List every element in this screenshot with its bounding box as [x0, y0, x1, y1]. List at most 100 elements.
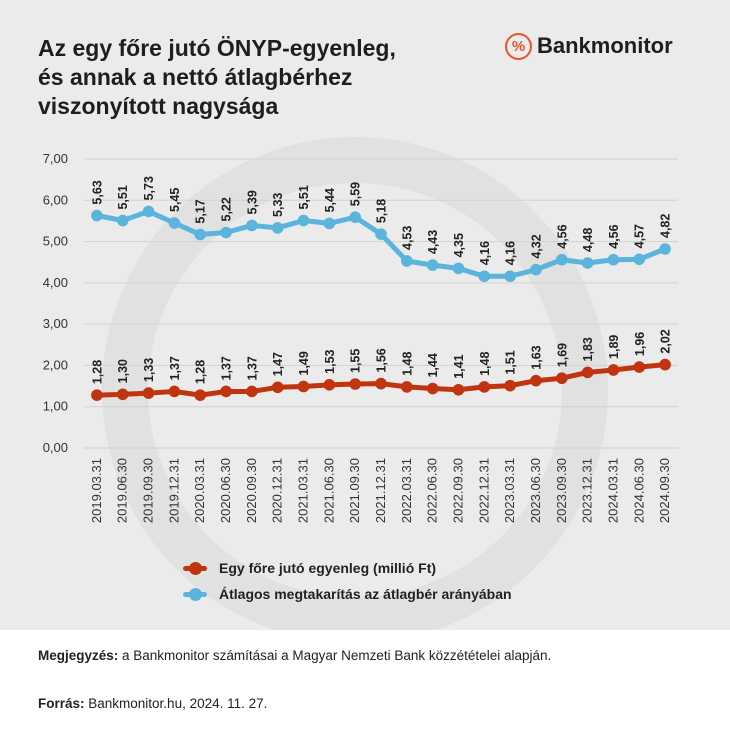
data-label: 5,39: [245, 190, 259, 214]
data-point: [581, 257, 594, 269]
x-tick-label: 2022.03.31: [399, 458, 414, 523]
footer-source: Forrás: Bankmonitor.hu, 2024. 11. 27.: [38, 696, 267, 711]
data-point: [530, 374, 542, 387]
data-point: [271, 381, 284, 394]
data-point: [375, 377, 387, 390]
x-tick-label: 2020.12.31: [270, 458, 285, 523]
data-label: 4,56: [607, 224, 621, 248]
data-label: 1,41: [452, 354, 466, 378]
legend-swatch-red: [183, 561, 207, 575]
legend-item-ratio: Átlagos megtakarítás az átlagbér arányáb…: [183, 581, 512, 607]
data-point: [91, 389, 103, 401]
chart-title: Az egy főre jutó ÖNYP-egyenleg, és annak…: [38, 34, 488, 121]
data-label: 4,48: [581, 228, 595, 252]
data-label: 1,51: [504, 350, 518, 374]
y-tick-label: 7,00: [43, 151, 68, 166]
data-point: [323, 379, 336, 391]
x-tick-label: 2020.09.30: [244, 458, 259, 523]
data-point: [220, 385, 232, 398]
data-label: 5,63: [90, 180, 104, 204]
data-label: 4,32: [529, 234, 543, 258]
legend-swatch-blue: [183, 587, 207, 601]
data-point: [504, 379, 516, 392]
data-label: 1,55: [349, 349, 363, 373]
data-point: [401, 381, 413, 393]
x-tick-label: 2023.12.31: [580, 458, 595, 523]
data-point: [142, 205, 155, 218]
data-point: [452, 383, 465, 396]
data-label: 1,56: [375, 348, 389, 372]
data-point: [349, 378, 361, 390]
x-tick-label: 2024.09.30: [657, 458, 672, 523]
x-tick-label: 2022.06.30: [425, 458, 440, 523]
data-point: [633, 361, 646, 373]
x-tick-label: 2023.03.31: [502, 458, 517, 523]
x-tick-label: 2022.12.31: [476, 458, 491, 523]
chart-panel: Az egy főre jutó ÖNYP-egyenleg, és annak…: [0, 0, 730, 630]
data-label: 4,57: [633, 224, 647, 248]
footer-note: Megjegyzés: a Bankmonitor számításai a M…: [38, 648, 551, 663]
data-label: 4,53: [400, 226, 414, 250]
data-label: 5,45: [168, 188, 182, 212]
data-point: [401, 255, 413, 267]
x-tick-label: 2019.06.30: [115, 458, 130, 523]
data-point: [194, 389, 207, 401]
y-tick-label: 2,00: [43, 357, 68, 372]
data-label: 1,96: [633, 332, 647, 356]
brand-logo: % Bankmonitor: [505, 30, 673, 62]
data-label: 1,48: [478, 352, 492, 376]
data-label: 1,37: [245, 356, 259, 380]
data-point: [426, 259, 439, 271]
data-label: 4,56: [555, 224, 569, 248]
data-point: [246, 385, 258, 398]
data-label: 4,16: [504, 241, 518, 265]
data-point: [168, 217, 181, 229]
data-point: [91, 209, 103, 222]
data-label: 5,44: [323, 188, 337, 212]
data-point: [116, 388, 129, 401]
data-label: 5,17: [194, 199, 208, 223]
data-point: [607, 364, 620, 376]
data-label: 5,51: [297, 185, 311, 209]
data-point: [323, 217, 336, 230]
data-point: [194, 228, 207, 241]
data-point: [375, 228, 387, 240]
data-point: [246, 219, 258, 232]
x-tick-label: 2019.12.31: [166, 458, 181, 523]
data-label: 1,28: [194, 360, 208, 384]
legend-label: Egy főre jutó egyenleg (millió Ft): [219, 560, 437, 576]
data-point: [297, 380, 310, 393]
source-text: Bankmonitor.hu, 2024. 11. 27.: [84, 696, 268, 711]
chart-legend: Egy főre jutó egyenleg (millió Ft) Átlag…: [183, 555, 512, 607]
y-tick-label: 4,00: [43, 275, 68, 290]
data-point: [220, 226, 232, 239]
data-point: [478, 381, 491, 393]
data-label: 1,33: [142, 358, 156, 382]
data-label: 1,63: [529, 345, 543, 369]
data-point: [555, 253, 568, 266]
x-tick-label: 2021.06.30: [321, 458, 336, 523]
data-label: 5,59: [349, 182, 363, 206]
x-tick-label: 2023.09.30: [554, 458, 569, 523]
data-label: 2,02: [659, 329, 673, 353]
data-point: [581, 366, 594, 379]
data-point: [530, 263, 542, 276]
data-label: 4,43: [426, 230, 440, 254]
x-tick-label: 2020.06.30: [218, 458, 233, 523]
data-point: [116, 214, 129, 227]
data-label: 5,51: [116, 185, 130, 209]
data-label: 1,37: [168, 356, 182, 380]
data-point: [555, 372, 568, 385]
data-label: 4,82: [659, 214, 673, 238]
watermark-ring: [102, 137, 608, 630]
data-label: 5,22: [220, 197, 234, 221]
x-tick-label: 2021.03.31: [296, 458, 311, 523]
note-label: Megjegyzés:: [38, 648, 119, 663]
data-label: 1,48: [400, 352, 414, 376]
x-tick-label: 2024.06.30: [631, 458, 646, 523]
x-tick-label: 2021.09.30: [347, 458, 362, 523]
legend-label: Átlagos megtakarítás az átlagbér arányáb…: [219, 586, 512, 602]
data-point: [607, 253, 620, 266]
data-point: [349, 211, 361, 224]
brand-name: Bankmonitor: [537, 33, 673, 58]
